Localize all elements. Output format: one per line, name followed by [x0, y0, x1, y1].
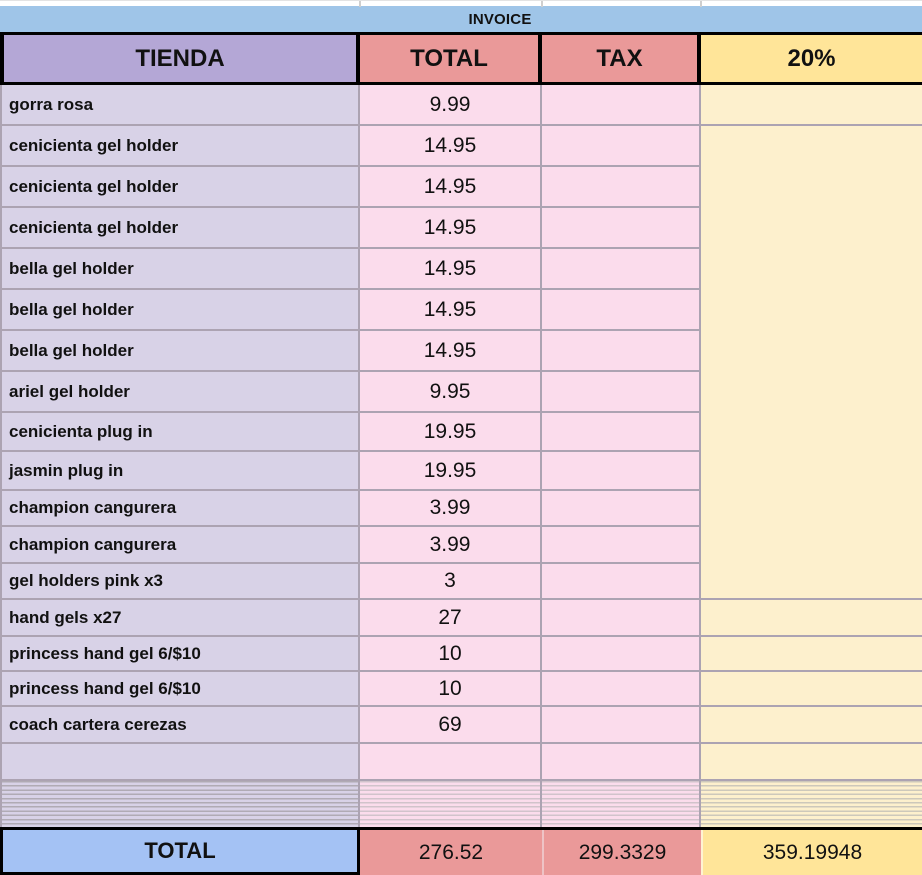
- cell-tax[interactable]: [542, 372, 701, 413]
- footer-total-value[interactable]: 276.52: [360, 830, 542, 875]
- column-gridline: [359, 1, 361, 7]
- collapsed-rows-tax[interactable]: [542, 781, 701, 827]
- cell-tienda[interactable]: cenicienta gel holder: [0, 167, 360, 208]
- footer-total-label[interactable]: TOTAL: [0, 830, 360, 875]
- footer-20pct-value[interactable]: 359.19948: [701, 830, 922, 875]
- cell-tax[interactable]: [542, 208, 701, 249]
- cell-tienda[interactable]: cenicienta gel holder: [0, 208, 360, 249]
- cell-20pct[interactable]: [701, 707, 922, 744]
- top-gridline-strip: [0, 0, 922, 7]
- cell-total[interactable]: 3.99: [360, 527, 542, 564]
- cell-total[interactable]: 14.95: [360, 126, 542, 167]
- cell-total[interactable]: 14.95: [360, 331, 542, 372]
- footer-tax-value[interactable]: 299.3329: [542, 830, 701, 875]
- cell-tax[interactable]: [542, 527, 701, 564]
- cell-tienda[interactable]: cenicienta gel holder: [0, 126, 360, 167]
- cell-tax[interactable]: [542, 491, 701, 527]
- cell-tienda[interactable]: gorra rosa: [0, 85, 360, 126]
- invoice-banner-cell[interactable]: INVOICE: [0, 6, 922, 32]
- cell-tienda[interactable]: coach cartera cerezas: [0, 707, 360, 744]
- cell-total[interactable]: 14.95: [360, 208, 542, 249]
- cell-tax[interactable]: [542, 452, 701, 491]
- cell-20pct[interactable]: [701, 85, 922, 126]
- cell-total[interactable]: 3: [360, 564, 542, 600]
- cell-tax[interactable]: [542, 85, 701, 126]
- cell-tax[interactable]: [542, 707, 701, 744]
- cell-tax[interactable]: [542, 249, 701, 290]
- cell-total[interactable]: 19.95: [360, 413, 542, 452]
- cell-20pct[interactable]: [701, 637, 922, 672]
- cell-tienda[interactable]: champion cangurera: [0, 491, 360, 527]
- table-body: gorra rosa 9.99 cenicienta gel holder 14.95…: [0, 85, 922, 827]
- cell-total[interactable]: 3.99: [360, 491, 542, 527]
- cell-tax[interactable]: [542, 167, 701, 208]
- header-row: TIENDA TOTAL TAX 20%: [0, 32, 922, 85]
- column-header-20pct[interactable]: 20%: [701, 35, 922, 82]
- cell-tienda[interactable]: princess hand gel 6/$10: [0, 672, 360, 707]
- cell-tax[interactable]: [542, 672, 701, 707]
- total-row: TOTAL 276.52 299.3329 359.19948: [0, 827, 922, 875]
- cell-tax[interactable]: [542, 290, 701, 331]
- cell-total[interactable]: 9.95: [360, 372, 542, 413]
- cell-tax[interactable]: [542, 564, 701, 600]
- cell-total[interactable]: 9.99: [360, 85, 542, 126]
- cell-total[interactable]: 10: [360, 672, 542, 707]
- cell-total[interactable]: 69: [360, 707, 542, 744]
- column-header-total[interactable]: TOTAL: [360, 35, 542, 82]
- cell-tienda[interactable]: princess hand gel 6/$10: [0, 637, 360, 672]
- cell-tax[interactable]: [542, 600, 701, 637]
- cell-total[interactable]: 10: [360, 637, 542, 672]
- collapsed-rows-total[interactable]: [360, 781, 542, 827]
- cell-total[interactable]: 14.95: [360, 290, 542, 331]
- cell-total[interactable]: 14.95: [360, 167, 542, 208]
- cell-tienda[interactable]: bella gel holder: [0, 331, 360, 372]
- merged-20pct-cell[interactable]: [701, 126, 922, 600]
- collapsed-rows-tienda[interactable]: [0, 781, 360, 827]
- cell-tienda[interactable]: ariel gel holder: [0, 372, 360, 413]
- cell-total[interactable]: 19.95: [360, 452, 542, 491]
- cell-tienda[interactable]: gel holders pink x3: [0, 564, 360, 600]
- cell-tax[interactable]: [542, 126, 701, 167]
- cell-tienda[interactable]: bella gel holder: [0, 249, 360, 290]
- cell-20pct[interactable]: [701, 744, 922, 781]
- cell-20pct[interactable]: [701, 600, 922, 637]
- column-header-tax[interactable]: TAX: [542, 35, 701, 82]
- invoice-title: INVOICE: [468, 10, 532, 28]
- cell-tienda[interactable]: champion cangurera: [0, 527, 360, 564]
- cell-total[interactable]: 27: [360, 600, 542, 637]
- cell-tax[interactable]: [542, 744, 701, 781]
- cell-20pct[interactable]: [701, 672, 922, 707]
- cell-tienda[interactable]: hand gels x27: [0, 600, 360, 637]
- collapsed-rows-20pct[interactable]: [701, 781, 922, 827]
- cell-tienda[interactable]: bella gel holder: [0, 290, 360, 331]
- cell-total[interactable]: 14.95: [360, 249, 542, 290]
- cell-tienda[interactable]: cenicienta plug in: [0, 413, 360, 452]
- cell-tax[interactable]: [542, 413, 701, 452]
- cell-tienda[interactable]: jasmin plug in: [0, 452, 360, 491]
- column-gridline: [700, 1, 702, 7]
- cell-tienda[interactable]: [0, 744, 360, 781]
- column-header-tienda[interactable]: TIENDA: [0, 35, 360, 82]
- cell-tax[interactable]: [542, 637, 701, 672]
- column-gridline: [541, 1, 543, 7]
- cell-total[interactable]: [360, 744, 542, 781]
- cell-tax[interactable]: [542, 331, 701, 372]
